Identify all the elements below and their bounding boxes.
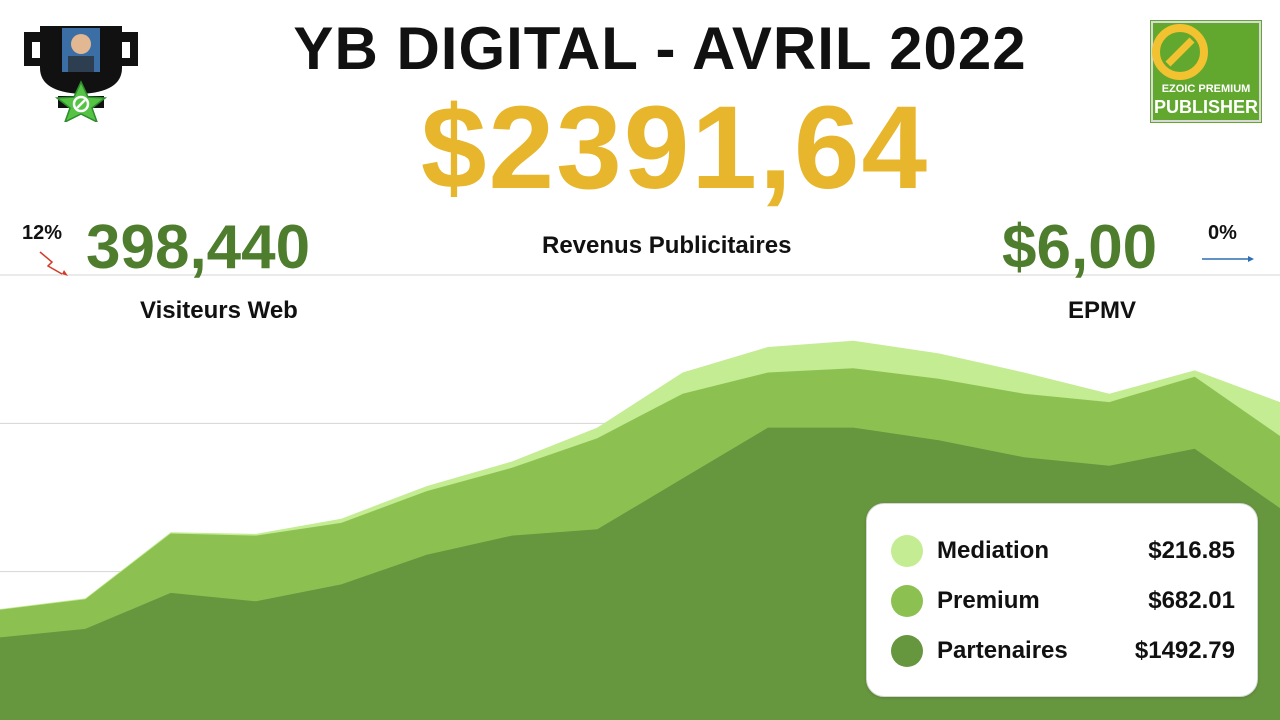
visitors-change: 12% xyxy=(22,222,63,244)
trend-down-arrow-icon xyxy=(38,248,78,283)
ezoic-logo-icon: EZOIC PREMIUM PUBLISHER xyxy=(1150,20,1262,123)
legend-swatch-partenaires xyxy=(891,635,923,667)
chart-subtitle: Revenus Publicitaires xyxy=(542,232,792,259)
legend-label-premium: Premium xyxy=(937,587,1040,614)
trend-flat-arrow-icon xyxy=(1200,252,1254,270)
legend-value-premium: $682.01 xyxy=(1148,587,1235,614)
legend-value-partenaires: $1492.79 xyxy=(1134,637,1235,664)
page-title: YB DIGITAL - AVRIL 2022 xyxy=(293,15,1027,82)
legend-swatch-premium xyxy=(891,585,923,617)
badge-line1: EZOIC PREMIUM xyxy=(1162,83,1251,95)
visitors-value: 398,440 xyxy=(86,213,311,282)
legend-label-mediation: Mediation xyxy=(937,537,1049,564)
badge-line2: PUBLISHER xyxy=(1154,97,1258,117)
legend-item-premium: Premium $682.01 xyxy=(867,581,1257,621)
legend-swatch-mediation xyxy=(891,535,923,567)
visitors-label: Visiteurs Web xyxy=(140,297,298,324)
epmv-value: $6,00 xyxy=(1002,213,1158,282)
chart-legend: Mediation $216.85 Premium $682.01 Parten… xyxy=(866,503,1258,697)
epmv-label: EPMV xyxy=(1068,297,1137,324)
epmv-change: 0% xyxy=(1208,222,1237,244)
legend-label-partenaires: Partenaires xyxy=(937,637,1068,664)
legend-item-mediation: Mediation $216.85 xyxy=(867,531,1257,571)
trophy-icon xyxy=(22,22,140,124)
legend-value-mediation: $216.85 xyxy=(1148,537,1235,564)
legend-item-partenaires: Partenaires $1492.79 xyxy=(867,631,1257,671)
total-revenue: $2391,64 xyxy=(420,82,930,214)
